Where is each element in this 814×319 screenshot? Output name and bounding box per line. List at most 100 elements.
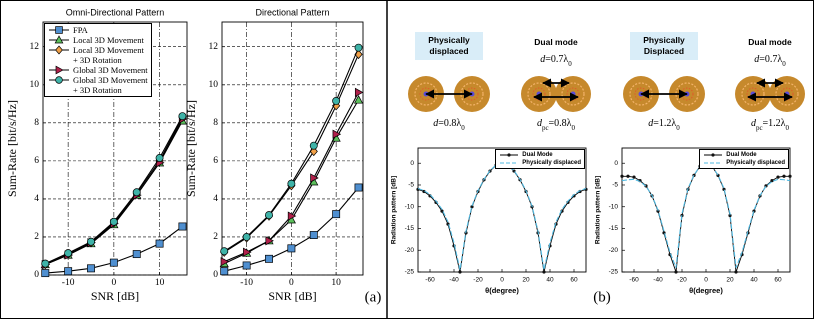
label-part: =0.8λ [549,118,572,129]
x-tick-label: 20 [522,277,530,284]
legend-label: Dual Mode [522,152,553,158]
subscript: pc [756,124,763,132]
marker [332,96,341,105]
feed [570,91,576,97]
marker [132,188,141,197]
marker [332,210,341,219]
label-part: d [537,118,543,129]
x-tick-label: 0 [704,277,708,284]
marker [770,179,774,183]
y-tick-label: 0 [34,270,39,280]
element-ring [561,82,585,106]
marker [55,76,63,84]
subscript: 0 [572,124,576,132]
distance-label: d=0.7λ0 [754,54,786,67]
label-part: d [648,118,654,129]
y-tick-label: 10 [209,80,219,90]
x-axis-label: SNR [dB] [91,289,139,303]
y-tick-label: -5 [612,182,618,189]
marker [55,65,64,75]
series-group [40,112,188,278]
subscript: pc [542,124,549,132]
legend-entry: Dual Mode [499,151,581,159]
marker [287,211,297,221]
legend-swatch [49,76,69,84]
x-tick-label: -20 [677,277,687,284]
legend-label: Global 3D Movement + 3D Rotation [73,75,148,95]
legend-entry: Global 3D Movement [48,65,148,75]
y-tick-label: -20 [405,247,415,254]
label-part: d [754,54,760,65]
legend-entry: Global 3D Movement + 3D Rotation [48,75,148,95]
marker [64,249,73,258]
x-tick-label: -20 [473,277,483,284]
legend-swatch [49,65,69,75]
x-tick-label: 0 [500,277,504,284]
legend-label: Physically displaced [726,160,785,166]
legend-swatch [49,35,69,44]
legend-swatch [500,153,519,157]
distance-label: d=0.7λ0 [540,54,572,67]
marker [310,173,319,183]
y-tick-label: 0 [213,270,218,280]
y-axis-label: Sum-Rate [bit/s/Hz] [5,100,19,197]
plot-frame [417,147,587,273]
plot-frame [621,147,791,273]
y-tick-label: 12 [30,42,40,52]
marker [87,237,95,246]
y-tick-label: 4 [34,194,39,204]
marker [711,153,715,157]
marker [309,231,318,240]
marker [41,259,50,268]
marker [776,175,780,179]
legend-swatch [49,26,69,34]
marker [41,269,50,278]
marker [734,270,738,274]
label-part: =0.7λ [759,54,782,65]
y-tick-label: -15 [609,225,619,232]
panel-label: (b) [593,289,611,305]
marker [242,233,251,241]
y-tick-label: -5 [408,182,414,189]
y-tick-label: 0 [410,160,414,167]
legend-swatch [500,162,519,164]
legend-label: Local 3D Movement [73,35,144,45]
x-tick-label: -60 [629,277,639,284]
y-tick-label: -10 [405,203,415,210]
element-ring [775,82,799,106]
chart-title: Omni-Directional Pattern [66,7,165,17]
marker [64,267,73,276]
marker [542,270,546,274]
marker [332,129,342,139]
marker [309,141,318,150]
x-tick-label: 10 [155,278,165,288]
plot-frame [42,21,188,276]
marker [265,254,273,263]
x-tick-label: 60 [570,277,578,284]
label-part: =0.8λ [438,118,461,129]
x-tick-label: -40 [449,277,459,284]
x-tick-label: -10 [62,278,75,288]
y-tick-label: 2 [213,232,218,242]
y-tick-label: 2 [34,232,39,242]
label-part: d [433,118,439,129]
y-tick-label: 6 [213,156,218,166]
legend-entry: Local 3D Movement + 3D Rotation [48,45,148,65]
legend: Dual Mode Physically displaced [495,149,585,169]
y-tick-label: 8 [213,118,218,128]
y-axis-label: Radiation pattern [dB] [595,176,602,244]
marker [287,244,296,253]
y-axis-label: Radiation pattern [dB] [391,176,398,244]
marker [458,270,462,274]
x-axis-label: θ(degree) [485,286,519,295]
panel-label: (a) [365,289,382,305]
marker [109,217,118,226]
marker [507,153,511,157]
marker [332,100,341,111]
marker [354,43,363,52]
marker [178,222,187,231]
x-tick-label: 0 [111,278,116,288]
x-axis-label: SNR [dB] [268,289,316,303]
element-ring [460,82,484,106]
